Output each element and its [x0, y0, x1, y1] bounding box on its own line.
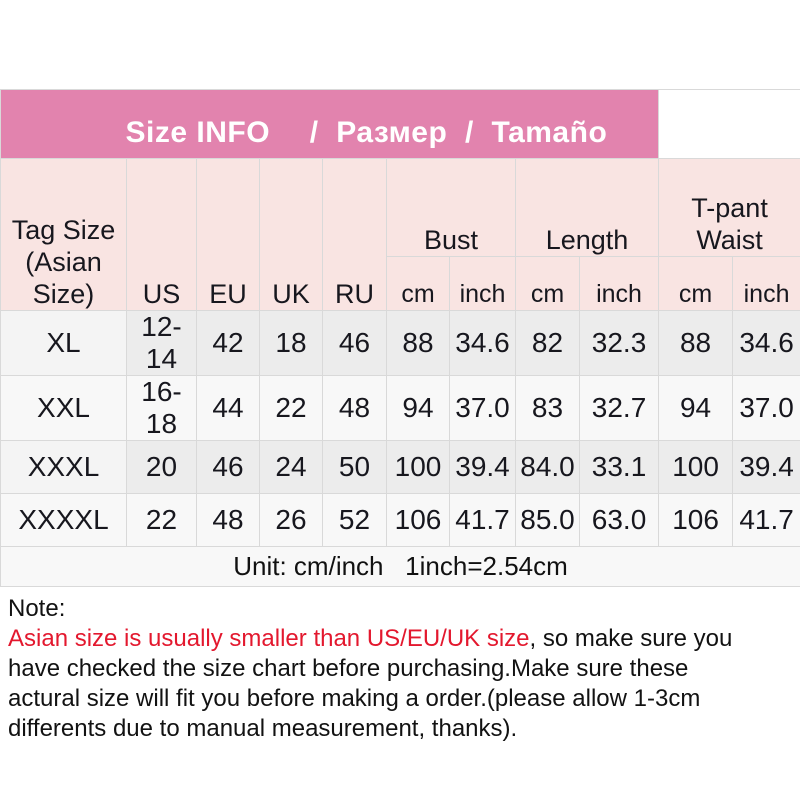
table-row-xl: XL 12-14 42 18 46 88 34.6 82 32.3 88 34.… — [0, 310, 800, 376]
bust-inch-value: 39.4 — [449, 440, 516, 494]
unit-row: Unit: cm/inch 1inch=2.54cm — [0, 546, 800, 587]
waist-cm-value: 106 — [658, 493, 734, 547]
header-row-groups: Tag Size (Asian Size) US EU UK RU Bust L… — [0, 158, 800, 311]
tag-size-value: XXXL — [0, 440, 127, 494]
us-value: 16-18 — [126, 375, 197, 441]
ru-value: 50 — [322, 440, 387, 494]
uk-value: 22 — [259, 375, 323, 441]
size-chart-table: Size INFO / Размер / Tamaño Tag Size (Asi… — [0, 89, 800, 587]
banner-empty-cell — [658, 89, 800, 159]
bust-cm-value: 100 — [386, 440, 450, 494]
us-value: 22 — [126, 493, 197, 547]
bust-inch-value: 34.6 — [449, 310, 516, 376]
header-tpant-waist: T-pant Waist — [658, 158, 800, 257]
ru-value: 46 — [322, 310, 387, 376]
waist-cm-value: 100 — [658, 440, 734, 494]
table-row-xxxxl: XXXXL 22 48 26 52 106 41.7 85.0 63.0 106… — [0, 493, 800, 547]
banner-title: Size INFO — [125, 116, 271, 149]
length-cm-value: 83 — [515, 375, 580, 441]
length-inch-value: 63.0 — [578, 493, 660, 547]
unit-note: Unit: cm/inch 1inch=2.54cm — [0, 546, 800, 587]
tag-size-header: Tag Size (Asian Size) — [0, 158, 127, 311]
length-cm-value: 82 — [515, 310, 580, 376]
note-line4: differents due to manual measurement, th… — [8, 715, 518, 742]
tag-size-value: XL — [0, 310, 127, 376]
waist-inch-header: inch — [732, 256, 800, 311]
note-line3: actural size will fit you before making … — [8, 685, 701, 712]
header-ru: RU — [322, 158, 387, 311]
bust-inch-header: inch — [449, 256, 516, 311]
waist-inch-value: 37.0 — [732, 375, 800, 441]
tag-size-line1: Tag Size — [11, 215, 116, 245]
eu-value: 44 — [196, 375, 260, 441]
length-inch-value: 33.1 — [578, 440, 660, 494]
waist-cm-value: 88 — [658, 310, 734, 376]
length-cm-value: 85.0 — [515, 493, 580, 547]
eu-value: 46 — [196, 440, 260, 494]
ru-value: 52 — [322, 493, 387, 547]
table-row-xxxl: XXXL 20 46 24 50 100 39.4 84.0 33.1 100 … — [0, 440, 800, 494]
waist-inch-value: 34.6 — [732, 310, 800, 376]
header-us: US — [126, 158, 197, 311]
note-label: Note: — [8, 595, 66, 622]
length-inch-value: 32.7 — [578, 375, 660, 441]
uk-value: 26 — [259, 493, 323, 547]
tag-size-line2: (Asian — [25, 247, 102, 277]
bust-inch-value: 41.7 — [449, 493, 516, 547]
header-eu: EU — [196, 158, 260, 311]
waist-cm-value: 94 — [658, 375, 734, 441]
us-value: 12-14 — [126, 310, 197, 376]
length-inch-value: 32.3 — [578, 310, 660, 376]
waist-cm-header: cm — [658, 256, 734, 311]
note-line2: have checked the size chart before purch… — [8, 655, 689, 682]
waist-inch-value: 39.4 — [732, 440, 800, 494]
length-inch-header: inch — [578, 256, 660, 311]
length-cm-header: cm — [515, 256, 580, 311]
ru-value: 48 — [322, 375, 387, 441]
tag-size-line3: Size) — [32, 279, 95, 309]
bust-cm-value: 88 — [386, 310, 450, 376]
eu-value: 42 — [196, 310, 260, 376]
tag-size-value: XXXXL — [0, 493, 127, 547]
size-info-banner: Size INFO / Размер / Tamaño — [0, 89, 660, 159]
top-whitespace — [0, 0, 800, 89]
uk-value: 24 — [259, 440, 323, 494]
header-uk: UK — [259, 158, 323, 311]
banner-text: Size INFO / Размер / Tamaño — [2, 116, 658, 158]
note-text: Asian size is usually smaller than US/EU… — [8, 624, 790, 654]
bust-inch-value: 37.0 — [449, 375, 516, 441]
eu-value: 48 — [196, 493, 260, 547]
tag-size-value: XXL — [0, 375, 127, 441]
table-row-xxl: XXL 16-18 44 22 48 94 37.0 83 32.7 94 37… — [0, 375, 800, 441]
us-value: 20 — [126, 440, 197, 494]
uk-value: 18 — [259, 310, 323, 376]
banner-subtitle: / Размер / Tamaño — [309, 116, 608, 149]
length-cm-value: 84.0 — [515, 440, 580, 494]
bust-cm-header: cm — [386, 256, 450, 311]
note-highlight: Asian size is usually smaller than US/EU… — [8, 625, 530, 652]
waist-inch-value: 41.7 — [732, 493, 800, 547]
header-row-units: cm inch cm inch cm inch — [1, 256, 800, 311]
banner-row: Size INFO / Размер / Tamaño — [0, 89, 800, 159]
header-length: Length — [514, 158, 660, 257]
note-line1-rest: , so make sure you — [529, 625, 733, 652]
note-section: Note: Asian size is usually smaller than… — [0, 587, 800, 744]
bust-cm-value: 94 — [386, 375, 450, 441]
bust-cm-value: 106 — [386, 493, 450, 547]
header-bust: Bust — [386, 158, 516, 257]
